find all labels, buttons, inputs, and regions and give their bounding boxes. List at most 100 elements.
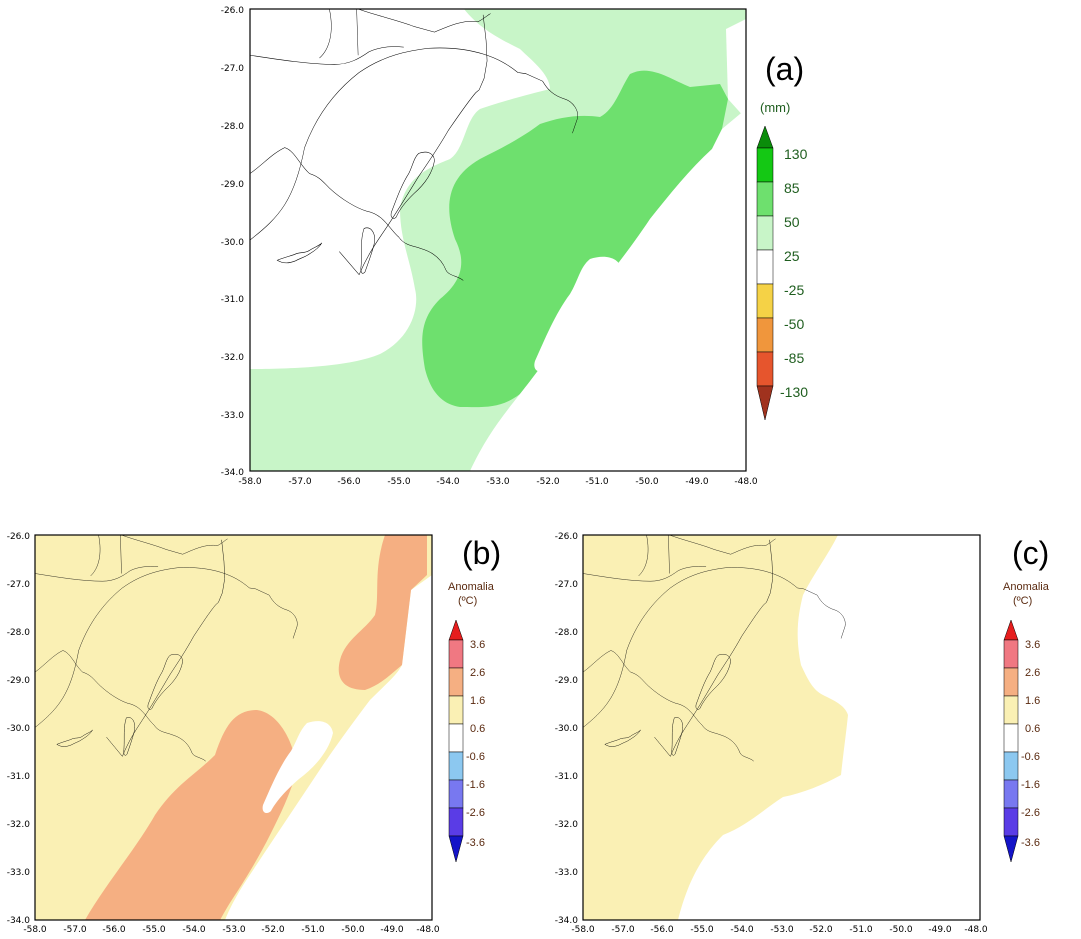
lat-tick: -29.0 (221, 180, 245, 190)
lon-tick: -57.0 (63, 925, 87, 935)
lat-tick: -33.0 (7, 868, 31, 878)
lon-tick: -56.0 (337, 477, 361, 487)
panel-b-legend: Anomalia (ºC) 3.6 2.6 1.6 0.6 -0.6 -1.6 … (448, 581, 495, 863)
legend-level: 3.6 (470, 639, 485, 651)
lon-tick: -48.0 (734, 477, 758, 487)
legend-level: -50 (784, 316, 804, 332)
anomaly-region-0.6-1.6 (583, 535, 848, 920)
lon-tick: -52.0 (261, 925, 285, 935)
lat-tick: -26.0 (555, 532, 579, 542)
legend-level: 0.6 (1025, 723, 1040, 735)
legend-level: -1.6 (1021, 779, 1040, 791)
lat-tick: -28.0 (7, 628, 31, 638)
legend-level: 2.6 (470, 667, 485, 679)
lat-tick: -30.0 (221, 238, 245, 248)
panel-c-lon-ticks: -58.0 -57.0 -56.0 -55.0 -54.0 -53.0 -52.… (571, 925, 988, 935)
panel-b-map (34, 534, 433, 921)
lat-tick: -32.0 (7, 820, 31, 830)
legend-level: 3.6 (1025, 639, 1040, 651)
legend-level: 1.6 (1025, 695, 1040, 707)
lon-tick: -51.0 (301, 925, 325, 935)
panel-a-label: (a) (765, 51, 804, 87)
panel-c-label: (c) (1012, 535, 1049, 571)
legend-unit: Anomalia (448, 581, 495, 593)
legend-level: 1.6 (470, 695, 485, 707)
lat-tick: -27.0 (7, 580, 31, 590)
lat-tick: -27.0 (555, 580, 579, 590)
lon-tick: -50.0 (341, 925, 365, 935)
lon-tick: -57.0 (611, 925, 635, 935)
panel-c-legend: Anomalia (ºC) 3.6 2.6 1.6 0.6 -0.6 -1.6 … (1003, 581, 1050, 863)
legend-unit: (ºC) (1013, 595, 1032, 607)
lon-tick: -51.0 (585, 477, 609, 487)
legend-unit: (mm) (760, 100, 790, 115)
legend-level: -130 (780, 384, 808, 400)
legend-unit: (ºC) (458, 595, 477, 607)
anomaly-region-1.6-2.6 (338, 535, 427, 690)
lat-tick: -34.0 (555, 916, 579, 926)
panel-b-lat-ticks: -26.0 -27.0 -28.0 -29.0 -30.0 -31.0 -32.… (7, 532, 31, 926)
lon-tick: -52.0 (536, 477, 560, 487)
panel-a-legend: (mm) 130 85 50 25 -25 -50 -85 -130 (756, 100, 808, 421)
lon-tick: -53.0 (222, 925, 246, 935)
lon-tick: -56.0 (102, 925, 126, 935)
lon-tick: -58.0 (23, 925, 47, 935)
lon-tick: -54.0 (182, 925, 206, 935)
legend-level: -2.6 (466, 807, 485, 819)
panel-a-map (249, 8, 747, 472)
legend-level: -1.6 (466, 779, 485, 791)
legend-level: 130 (784, 146, 808, 162)
ocean-area (225, 575, 432, 920)
anomaly-region-1.6-2.6 (85, 710, 297, 920)
lon-tick: -49.0 (928, 925, 952, 935)
lon-tick: -51.0 (849, 925, 873, 935)
legend-level: 0.6 (470, 723, 485, 735)
lon-tick: -49.0 (685, 477, 709, 487)
panel-a-lat-ticks: -26.0 -27.0 -28.0 -29.0 -30.0 -31.0 -32.… (221, 6, 245, 478)
legend-level: -2.6 (1021, 807, 1040, 819)
lon-tick: -58.0 (571, 925, 595, 935)
lon-tick: -53.0 (770, 925, 794, 935)
lat-tick: -31.0 (221, 295, 245, 305)
legend-level: -0.6 (466, 751, 485, 763)
lat-tick: -34.0 (221, 468, 245, 478)
lon-tick: -55.0 (690, 925, 714, 935)
lon-tick: -48.0 (416, 925, 440, 935)
legend-unit: Anomalia (1003, 581, 1050, 593)
legend-level: -0.6 (1021, 751, 1040, 763)
panel-c-lat-ticks: -26.0 -27.0 -28.0 -29.0 -30.0 -31.0 -32.… (555, 532, 579, 926)
legend-level: -25 (784, 282, 804, 298)
lat-tick: -26.0 (7, 532, 31, 542)
lat-tick: -26.0 (221, 6, 245, 16)
lat-tick: -34.0 (7, 916, 31, 926)
lat-tick: -31.0 (555, 772, 579, 782)
lat-tick: -27.0 (221, 64, 245, 74)
panel-a: -26.0 -27.0 -28.0 -29.0 -30.0 -31.0 -32.… (221, 6, 809, 487)
legend-level: 85 (784, 180, 800, 196)
lon-tick: -55.0 (142, 925, 166, 935)
panel-c: -26.0 -27.0 -28.0 -29.0 -30.0 -31.0 -32.… (555, 532, 1050, 935)
panel-a-lon-ticks: -58.0 -57.0 -56.0 -55.0 -54.0 -53.0 -52.… (238, 477, 758, 487)
lat-tick: -29.0 (555, 676, 579, 686)
lat-tick: -30.0 (7, 724, 31, 734)
legend-level: 25 (784, 248, 800, 264)
lon-tick: -56.0 (650, 925, 674, 935)
lon-tick: -58.0 (238, 477, 262, 487)
lon-tick: -55.0 (387, 477, 411, 487)
lat-tick: -30.0 (555, 724, 579, 734)
lat-tick: -29.0 (7, 676, 31, 686)
panel-b-lon-ticks: -58.0 -57.0 -56.0 -55.0 -54.0 -53.0 -52.… (23, 925, 440, 935)
lat-tick: -32.0 (221, 353, 245, 363)
panel-b: -26.0 -27.0 -28.0 -29.0 -30.0 -31.0 -32.… (7, 532, 501, 935)
lon-tick: -52.0 (809, 925, 833, 935)
legend-level: -3.6 (466, 837, 485, 849)
lon-tick: -48.0 (964, 925, 988, 935)
lat-tick: -32.0 (555, 820, 579, 830)
lon-tick: -54.0 (436, 477, 460, 487)
lat-tick: -33.0 (221, 411, 245, 421)
lon-tick: -50.0 (889, 925, 913, 935)
lat-tick: -31.0 (7, 772, 31, 782)
lon-tick: -49.0 (380, 925, 404, 935)
legend-level: -85 (784, 350, 804, 366)
lat-tick: -33.0 (555, 868, 579, 878)
